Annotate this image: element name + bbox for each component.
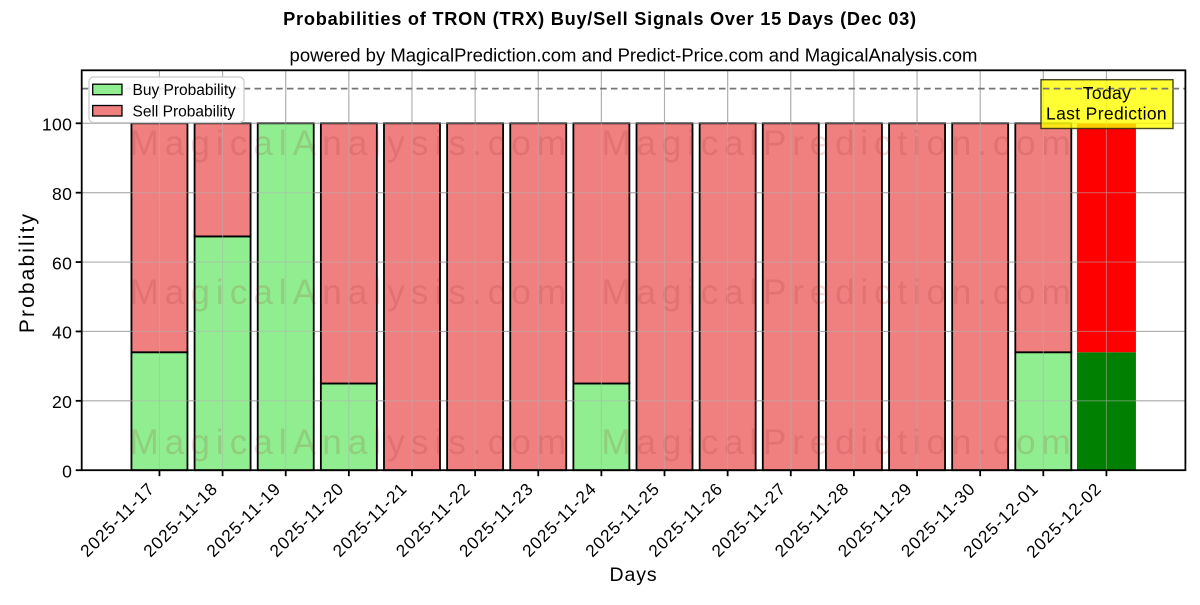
svg-text:MagicalPrediction.com: MagicalPrediction.com [602,423,1077,462]
svg-text:Last Prediction: Last Prediction [1046,104,1167,124]
svg-text:powered by MagicalPrediction.c: powered by MagicalPrediction.com and Pre… [290,45,978,66]
svg-text:60: 60 [52,253,72,273]
svg-text:MagicalAnalysis.com: MagicalAnalysis.com [130,423,573,462]
svg-text:Sell Probability: Sell Probability [133,104,236,121]
svg-text:Days: Days [609,564,657,586]
svg-text:MagicalPrediction.com: MagicalPrediction.com [602,124,1077,163]
svg-text:0: 0 [62,462,72,482]
svg-text:Probability: Probability [16,212,39,333]
svg-text:MagicalPrediction.com: MagicalPrediction.com [602,273,1077,312]
svg-text:80: 80 [52,184,72,204]
svg-text:40: 40 [52,323,72,343]
svg-text:Probabilities of TRON (TRX) Bu: Probabilities of TRON (TRX) Buy/Sell Sig… [283,9,917,29]
svg-text:MagicalAnalysis.com: MagicalAnalysis.com [130,273,573,312]
svg-text:100: 100 [42,115,72,135]
svg-text:Buy Probability: Buy Probability [133,82,237,99]
svg-text:MagicalAnalysis.com: MagicalAnalysis.com [130,124,573,163]
svg-text:Today: Today [1083,83,1131,103]
svg-text:20: 20 [52,392,72,412]
